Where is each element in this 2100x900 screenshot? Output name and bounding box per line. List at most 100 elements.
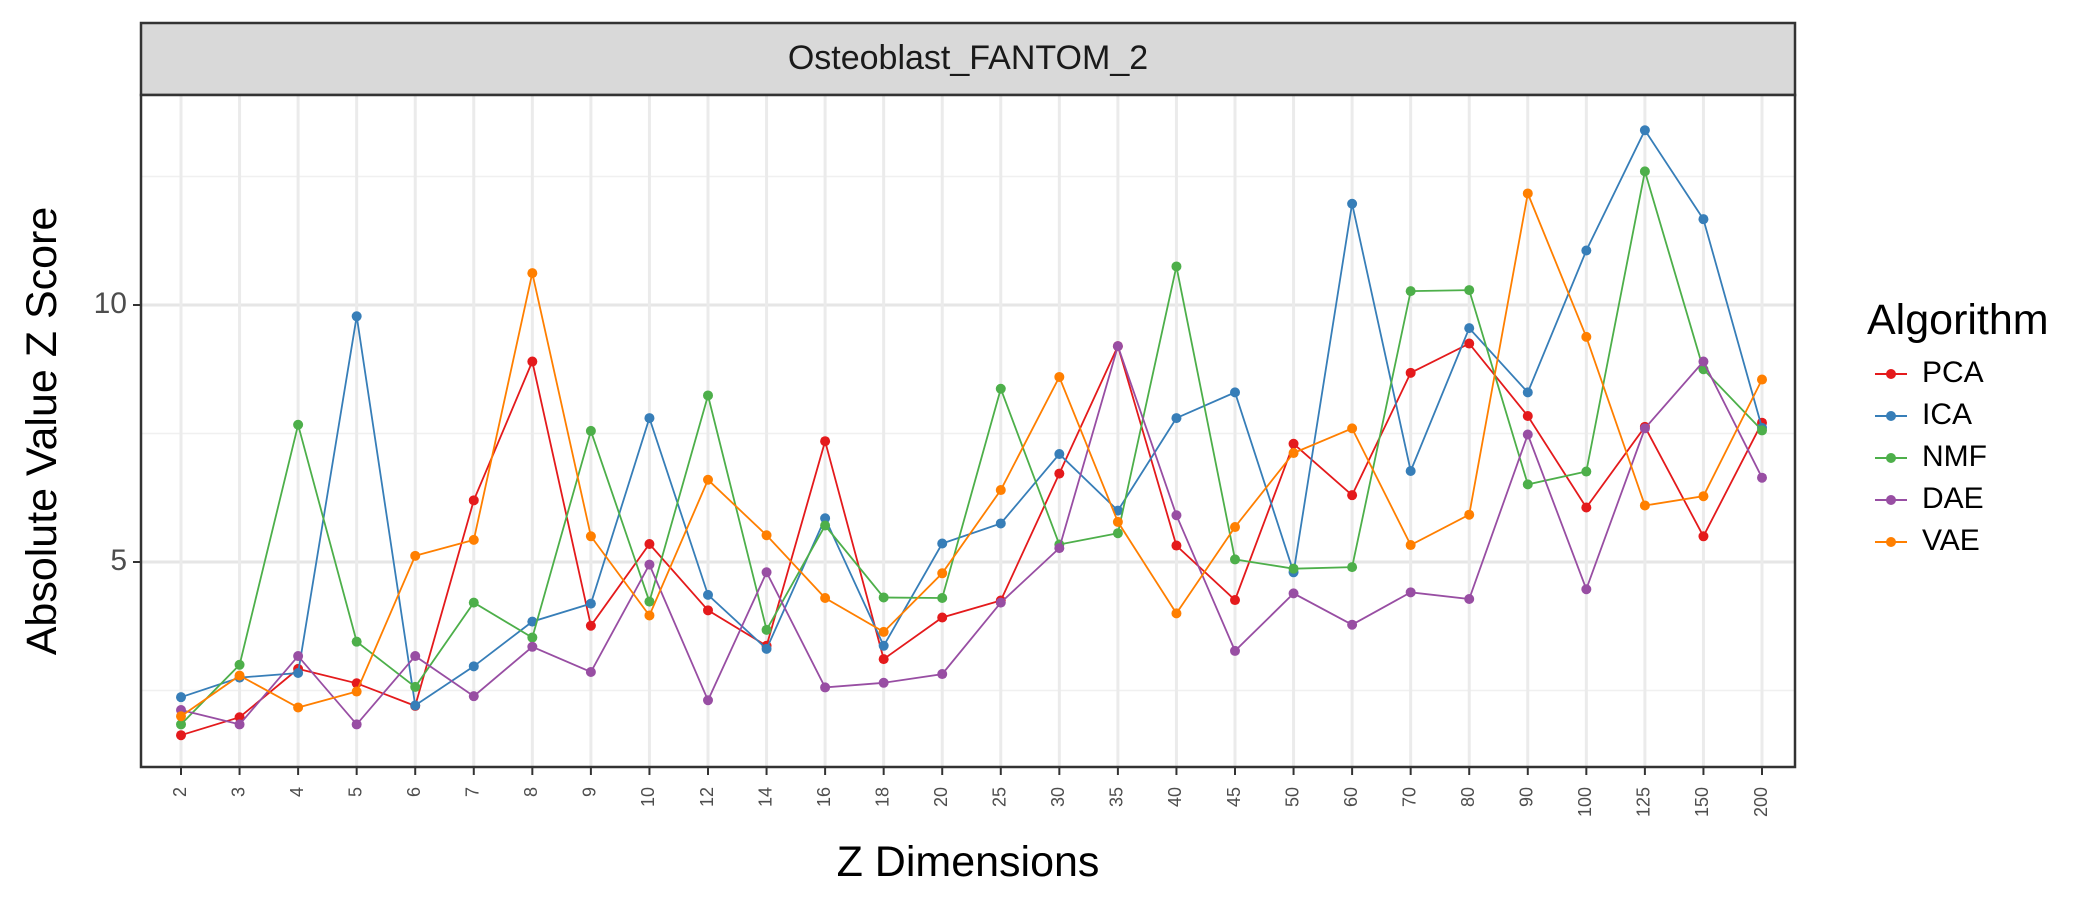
x-tick-label: 125: [1634, 787, 1654, 817]
data-point-nmf: [1230, 554, 1240, 565]
data-point-nmf: [703, 390, 713, 401]
series-dae: [176, 341, 1767, 730]
x-tick-label: 50: [1282, 787, 1302, 807]
data-point-dae: [644, 559, 655, 570]
legend-key-point: [1886, 495, 1896, 505]
x-tick-label: 7: [463, 787, 483, 797]
data-point-nmf: [1639, 166, 1650, 177]
data-point-ica: [351, 311, 362, 322]
series-nmf: [176, 166, 1767, 730]
x-tick-label: 10: [638, 787, 658, 807]
data-point-dae: [1171, 510, 1182, 521]
series-layer: [176, 125, 1767, 741]
x-tick-label: 16: [814, 787, 834, 807]
data-point-vae: [1054, 371, 1065, 382]
data-point-ica: [1347, 198, 1358, 209]
x-tick-label: 40: [1165, 787, 1185, 807]
data-point-pca: [468, 495, 479, 506]
data-point-nmf: [820, 520, 831, 531]
data-point-ica: [176, 692, 186, 703]
x-tick-label: 35: [1107, 787, 1127, 807]
data-point-nmf: [585, 425, 596, 436]
x-tick-label: 100: [1575, 787, 1595, 817]
data-point-vae: [644, 610, 655, 621]
data-point-nmf: [761, 624, 772, 635]
x-tick-label: 9: [580, 787, 600, 797]
legend-key-point: [1886, 369, 1896, 379]
data-point-dae: [351, 719, 362, 730]
data-point-pca: [937, 612, 948, 623]
y-tick-label: 10: [94, 287, 127, 320]
legend-title: Algorithm: [1867, 296, 2049, 344]
data-point-ica: [878, 640, 889, 651]
data-point-nmf: [176, 719, 186, 730]
data-point-vae: [293, 702, 304, 713]
data-point-vae: [468, 534, 479, 545]
data-point-dae: [1522, 429, 1533, 440]
data-point-ica: [1054, 449, 1065, 460]
legend-key-point: [1886, 411, 1896, 421]
x-tick-label: 30: [1048, 787, 1068, 807]
data-point-nmf: [937, 592, 948, 603]
data-point-nmf: [410, 681, 421, 692]
data-point-vae: [176, 711, 186, 722]
data-point-dae: [1757, 472, 1767, 483]
data-point-nmf: [1112, 528, 1123, 539]
x-tick-label: 70: [1399, 787, 1419, 807]
data-point-nmf: [527, 632, 538, 643]
legend-item-dae: DAE: [1875, 482, 1984, 515]
legend-label: ICA: [1922, 398, 1972, 431]
x-tick-label: 45: [1224, 787, 1244, 807]
data-point-ica: [1171, 413, 1182, 424]
y-axis: 5 10: [94, 287, 141, 577]
data-point-pca: [878, 654, 889, 665]
data-point-ica: [937, 538, 948, 549]
data-point-dae: [1347, 619, 1358, 630]
data-point-nmf: [351, 636, 362, 647]
data-point-dae: [703, 695, 713, 706]
data-point-vae: [1230, 522, 1240, 533]
data-point-ica: [1230, 387, 1240, 398]
plot-panel-border: [139, 93, 1797, 769]
series-line-pca: [180, 342, 1763, 737]
data-point-dae: [1405, 587, 1416, 598]
legend-key-point: [1886, 453, 1896, 463]
data-point-ica: [585, 598, 596, 609]
x-tick-label: 60: [1341, 787, 1361, 807]
data-point-pca: [644, 539, 655, 550]
data-point-dae: [234, 719, 245, 730]
data-point-nmf: [878, 592, 889, 603]
data-point-dae: [1464, 594, 1475, 605]
x-axis-title: Z Dimensions: [837, 838, 1100, 886]
data-point-pca: [1405, 367, 1416, 378]
data-point-dae: [761, 567, 772, 578]
data-point-nmf: [1581, 466, 1592, 477]
series-line-nmf: [180, 171, 1763, 726]
data-point-vae: [1288, 448, 1299, 459]
data-point-dae: [1698, 356, 1709, 367]
legend-item-pca: PCA: [1875, 356, 1984, 389]
data-point-pca: [1054, 468, 1065, 479]
data-point-dae: [1054, 543, 1065, 554]
data-point-vae: [937, 568, 948, 579]
legend-label: PCA: [1922, 356, 1984, 389]
legend-label: VAE: [1922, 524, 1980, 557]
data-point-pca: [527, 356, 538, 367]
data-point-ica: [293, 668, 304, 679]
x-tick-label: 20: [931, 787, 951, 807]
series-line-dae: [180, 343, 1763, 726]
data-point-nmf: [468, 597, 479, 608]
legend-item-vae: VAE: [1875, 524, 1980, 557]
data-point-vae: [1698, 491, 1709, 502]
data-point-pca: [1581, 502, 1592, 513]
data-point-dae: [820, 682, 831, 693]
data-point-pca: [820, 436, 831, 447]
data-point-vae: [1405, 540, 1416, 551]
y-axis-title: Absolute Value Z Score: [18, 207, 66, 656]
data-point-vae: [1171, 608, 1182, 619]
data-point-pca: [176, 730, 186, 741]
data-point-vae: [1464, 509, 1475, 520]
legend-label: NMF: [1922, 440, 1987, 473]
x-tick-label: 25: [990, 787, 1010, 807]
